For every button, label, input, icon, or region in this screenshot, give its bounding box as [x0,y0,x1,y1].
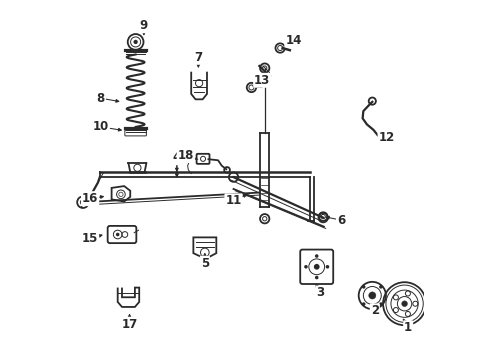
Text: 10: 10 [93,121,109,134]
Circle shape [402,301,408,307]
Circle shape [116,233,120,236]
Circle shape [326,265,329,269]
Text: 15: 15 [82,231,98,244]
Text: 5: 5 [201,257,209,270]
Text: 2: 2 [371,305,379,318]
Circle shape [362,302,366,306]
Text: 18: 18 [178,149,194,162]
Circle shape [315,276,318,279]
Text: 14: 14 [285,33,302,47]
Text: 12: 12 [379,131,395,144]
Text: 3: 3 [316,287,324,300]
Circle shape [133,40,138,44]
Text: 17: 17 [122,318,138,331]
Text: 8: 8 [97,92,105,105]
Circle shape [368,292,376,299]
Circle shape [315,254,318,258]
Text: 9: 9 [140,19,148,32]
Circle shape [379,285,383,289]
Text: 13: 13 [254,74,270,87]
Circle shape [362,285,366,289]
Text: 7: 7 [195,51,202,64]
Circle shape [379,302,383,306]
Text: 11: 11 [225,194,242,207]
Circle shape [314,264,319,270]
Text: 4: 4 [173,151,181,164]
Circle shape [304,265,308,269]
Text: 6: 6 [337,214,345,227]
Text: 16: 16 [82,192,98,205]
Text: 1: 1 [404,321,412,334]
